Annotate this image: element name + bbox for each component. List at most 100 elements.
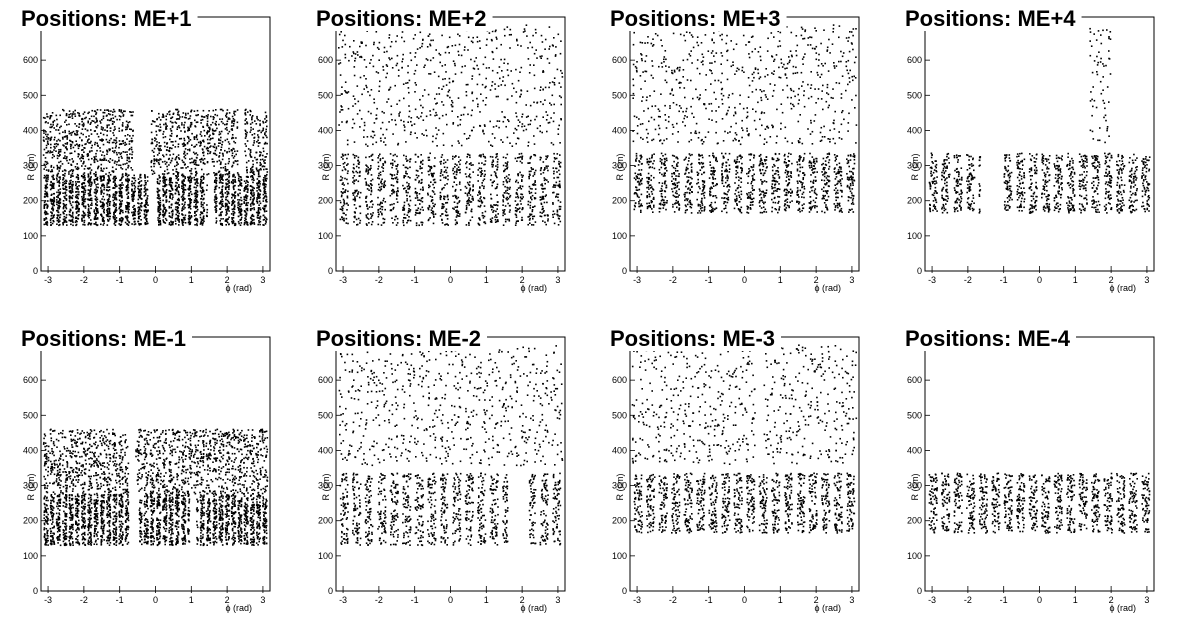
data-point — [156, 141, 158, 143]
data-point — [250, 169, 252, 171]
data-point — [133, 204, 136, 207]
data-point — [176, 202, 179, 205]
data-point — [108, 119, 111, 122]
data-point — [370, 180, 372, 182]
data-point — [205, 147, 208, 150]
data-point — [160, 149, 162, 151]
data-point — [213, 146, 215, 149]
data-point — [52, 209, 54, 212]
data-point — [154, 139, 156, 142]
data-point — [194, 183, 197, 185]
data-point — [391, 190, 393, 192]
data-point — [347, 170, 349, 172]
data-point — [96, 160, 99, 162]
data-point — [106, 153, 108, 155]
data-point — [377, 168, 379, 170]
data-point — [58, 200, 60, 202]
data-point — [257, 210, 260, 212]
data-point — [232, 157, 235, 159]
data-point — [266, 177, 268, 180]
data-point — [172, 173, 175, 175]
data-point — [224, 139, 227, 142]
data-point — [527, 203, 529, 206]
data-point — [506, 189, 509, 191]
data-point — [206, 116, 209, 118]
data-point — [244, 112, 246, 115]
data-point — [47, 138, 49, 140]
data-point — [421, 172, 423, 174]
data-point — [403, 188, 405, 190]
data-point — [183, 164, 186, 166]
data-point — [64, 204, 67, 207]
data-point — [239, 205, 242, 208]
data-point — [83, 174, 86, 177]
data-point — [163, 123, 165, 126]
data-point — [126, 162, 128, 165]
data-point — [166, 168, 169, 171]
data-point — [218, 131, 221, 133]
data-point — [62, 178, 65, 180]
data-point — [251, 207, 253, 210]
data-point — [396, 194, 398, 197]
data-point — [182, 174, 185, 177]
data-point — [222, 200, 224, 203]
data-point — [83, 196, 85, 199]
data-point — [44, 166, 47, 168]
data-point — [256, 184, 259, 186]
data-point — [84, 207, 87, 209]
data-point — [377, 215, 380, 218]
data-point — [367, 169, 370, 171]
data-point — [218, 214, 221, 217]
data-point — [219, 108, 222, 111]
data-point — [206, 184, 208, 187]
data-point — [133, 182, 136, 184]
data-point — [249, 114, 251, 116]
data-point — [159, 211, 161, 214]
data-point — [220, 136, 222, 139]
data-point — [82, 175, 84, 178]
data-point — [404, 217, 406, 219]
data-point — [82, 205, 85, 207]
data-point — [233, 188, 235, 191]
data-point — [509, 194, 512, 197]
data-point — [483, 175, 486, 177]
data-point — [231, 165, 233, 168]
data-point — [404, 166, 407, 169]
data-point — [432, 174, 434, 177]
data-point — [358, 171, 361, 174]
data-point — [262, 193, 265, 196]
data-point — [100, 180, 102, 182]
data-point — [137, 209, 140, 211]
data-point — [162, 133, 164, 135]
data-point — [131, 151, 134, 153]
data-point — [456, 214, 458, 217]
data-point — [455, 177, 457, 180]
data-point — [151, 110, 153, 112]
data-point — [146, 218, 148, 220]
data-point — [174, 165, 176, 168]
data-point — [391, 188, 394, 191]
data-point — [108, 124, 110, 126]
data-point — [529, 174, 531, 176]
data-point — [200, 221, 202, 224]
data-point — [370, 155, 372, 157]
data-point — [124, 221, 127, 224]
data-point — [196, 164, 198, 166]
data-point — [225, 179, 227, 181]
data-point — [46, 186, 49, 189]
data-point — [159, 222, 162, 225]
data-point — [175, 108, 177, 111]
data-point — [90, 121, 92, 124]
data-point — [219, 142, 221, 144]
data-point — [544, 187, 546, 190]
data-point — [464, 192, 467, 194]
data-point — [352, 177, 354, 179]
data-point — [484, 173, 486, 176]
data-point — [77, 210, 79, 213]
data-point — [443, 206, 445, 208]
data-point — [478, 162, 480, 165]
data-point — [164, 145, 166, 148]
data-point — [405, 170, 407, 173]
data-point — [46, 174, 48, 177]
data-point — [65, 203, 68, 206]
